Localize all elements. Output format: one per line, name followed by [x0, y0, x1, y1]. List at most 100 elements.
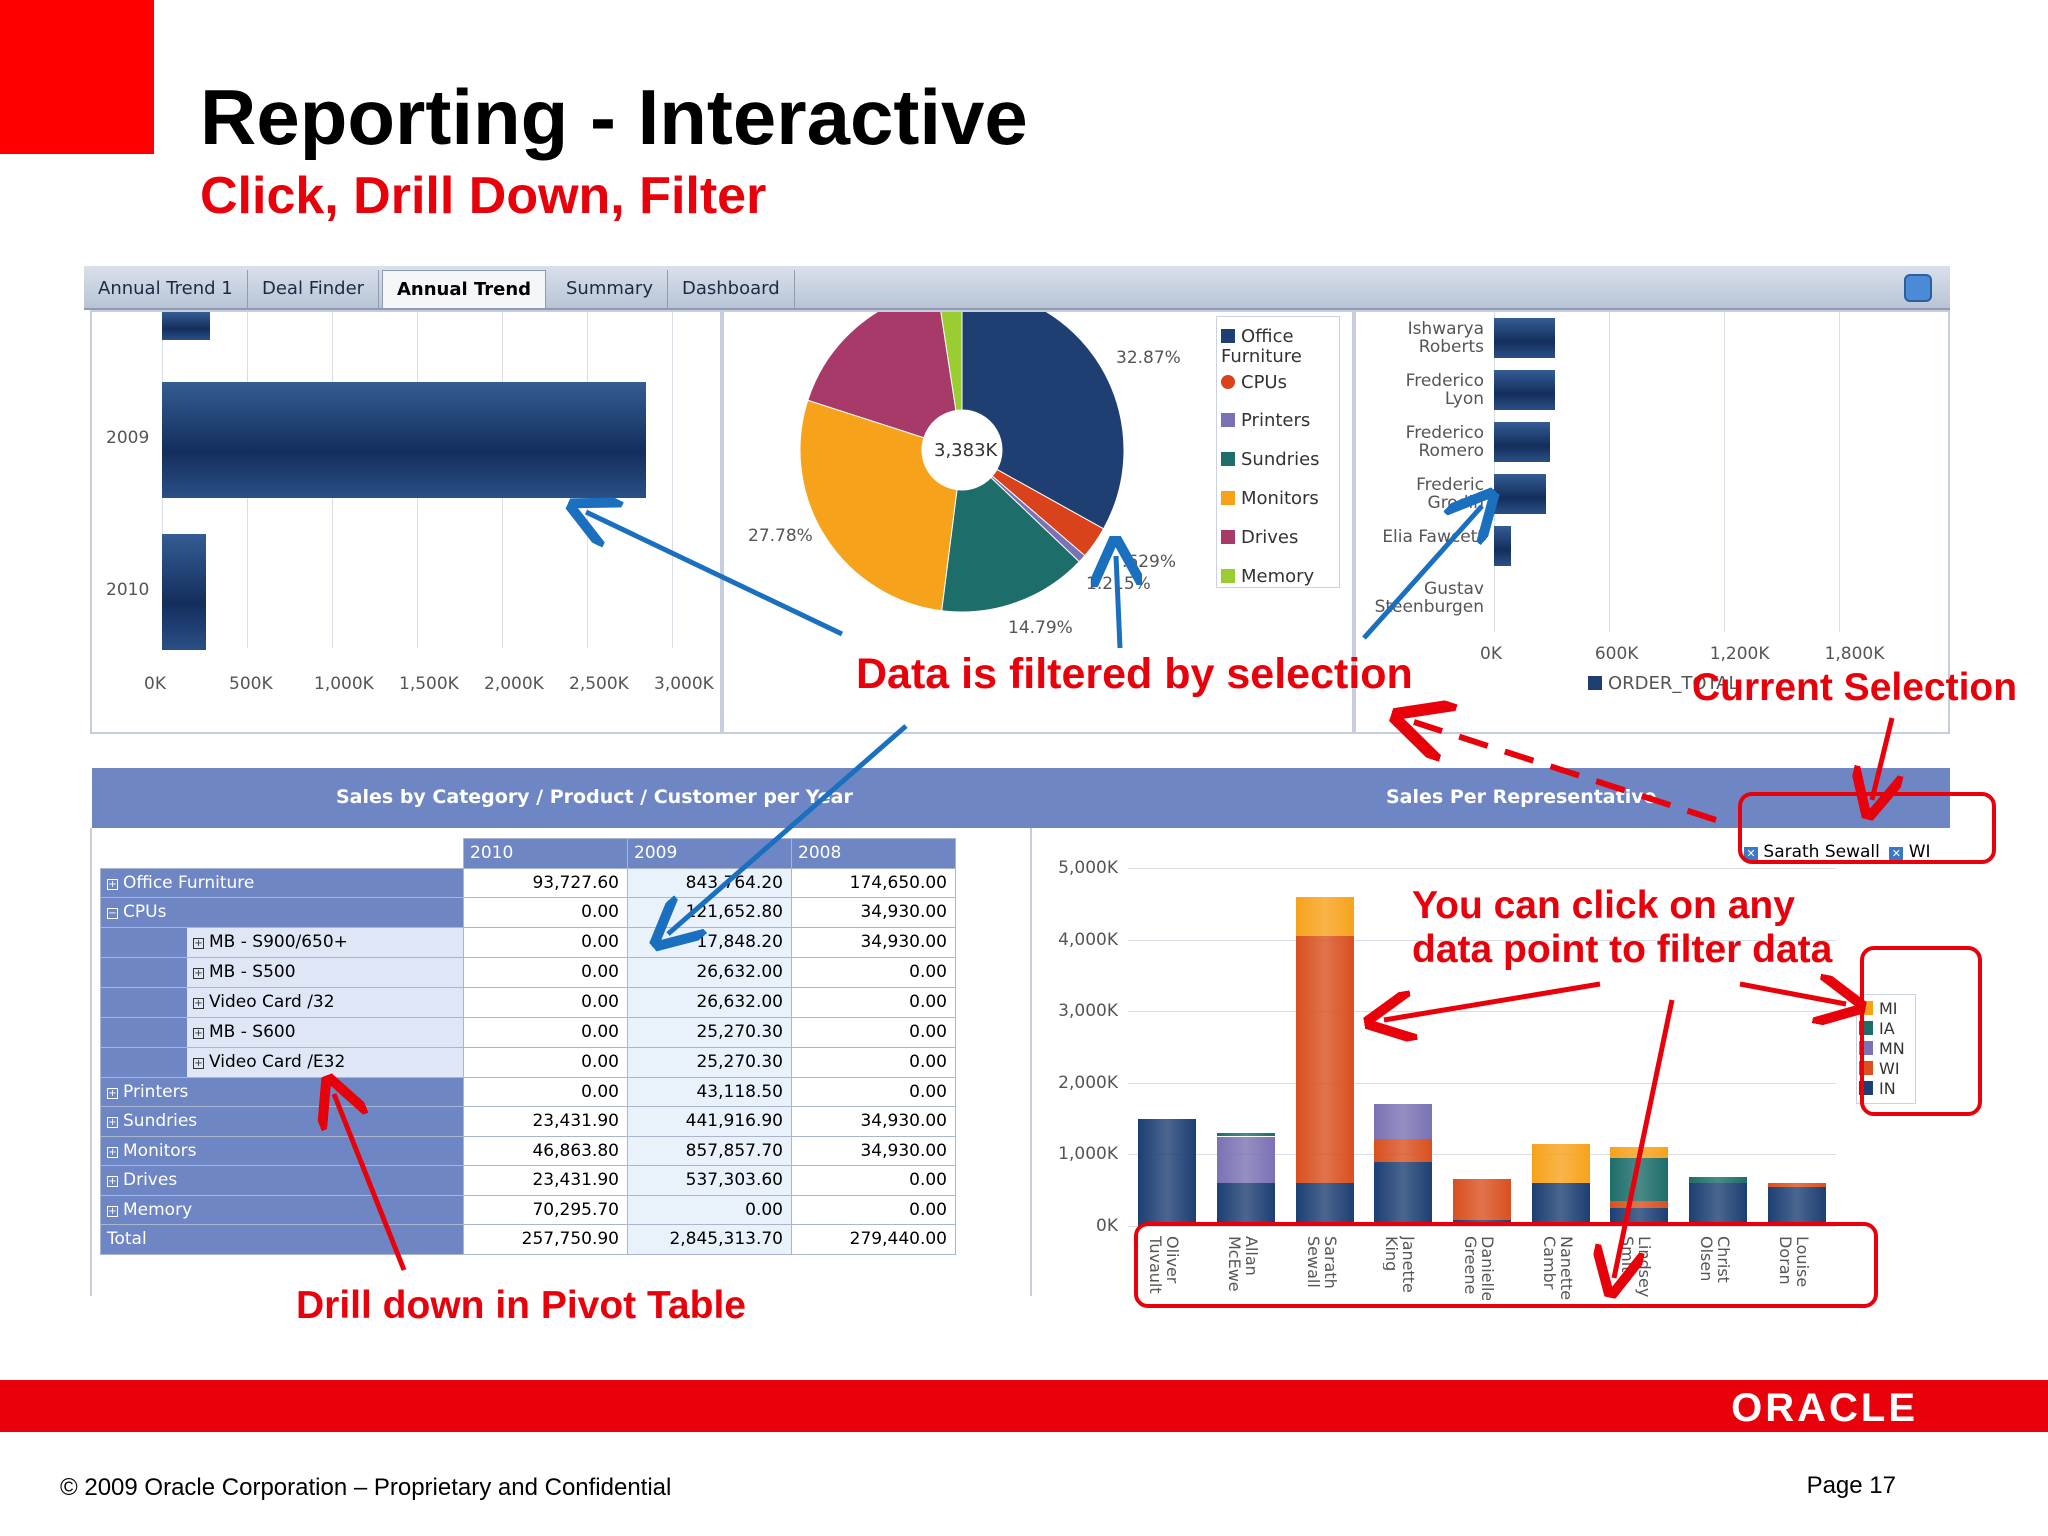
- pivot-row-label[interactable]: + Memory: [100, 1194, 464, 1225]
- pivot-cell[interactable]: 857,857.70: [627, 1135, 792, 1166]
- expand-icon[interactable]: +: [193, 1057, 204, 1069]
- bar-segment-wi[interactable]: [1610, 1200, 1669, 1209]
- pivot-cell[interactable]: 93,727.60: [463, 867, 628, 898]
- expand-icon[interactable]: +: [193, 997, 204, 1009]
- pivot-row[interactable]: + Sundries 23,431.90 441,916.90 34,930.00: [100, 1106, 956, 1137]
- pie-slice-sundries[interactable]: [941, 476, 1080, 613]
- rep-bar[interactable]: [1494, 422, 1550, 462]
- pivot-row-label[interactable]: + Video Card /32: [100, 986, 464, 1018]
- pivot-cell[interactable]: 23,431.90: [463, 1165, 628, 1196]
- pivot-cell[interactable]: 0.00: [791, 1076, 956, 1107]
- bar-segment-in[interactable]: [1767, 1186, 1826, 1226]
- pivot-row-label[interactable]: + Drives: [100, 1165, 464, 1196]
- pivot-row[interactable]: + Video Card /E32 0.00 25,270.30 0.00: [100, 1046, 956, 1078]
- bar-segment-in[interactable]: [1217, 1183, 1275, 1226]
- pivot-cell[interactable]: 0.00: [791, 956, 956, 988]
- bar-segment-wi[interactable]: [1295, 936, 1354, 1184]
- pivot-sub-label[interactable]: + MB - S500: [187, 957, 463, 987]
- bar-segment-mn[interactable]: [1217, 1136, 1275, 1184]
- bar-segment-ia[interactable]: [1217, 1132, 1275, 1137]
- bar-segment-mi[interactable]: [1295, 896, 1354, 936]
- expand-icon[interactable]: +: [107, 1117, 118, 1129]
- pivot-col-header[interactable]: 2008: [791, 838, 956, 869]
- tab-summary[interactable]: Summary: [552, 270, 668, 308]
- expand-icon[interactable]: +: [193, 967, 204, 979]
- pivot-row-label[interactable]: + MB - S900/650+: [100, 926, 464, 958]
- pivot-cell[interactable]: 0.00: [463, 1046, 628, 1078]
- remove-chip-icon[interactable]: ✕: [1889, 847, 1904, 861]
- pivot-cell[interactable]: 0.00: [463, 1076, 628, 1107]
- bar-segment-wi[interactable]: [1453, 1178, 1511, 1221]
- expand-icon[interactable]: +: [107, 878, 118, 890]
- pie-legend-cpus[interactable]: CPUs: [1221, 373, 1287, 393]
- pivot-cell[interactable]: 0.00: [463, 986, 628, 1018]
- pivot-sub-label[interactable]: + MB - S600: [187, 1017, 463, 1047]
- rep-bar[interactable]: [1494, 370, 1556, 410]
- rep-bar[interactable]: [1494, 318, 1556, 358]
- pivot-row[interactable]: + Video Card /32 0.00 26,632.00 0.00: [100, 986, 956, 1018]
- tab-deal-finder[interactable]: Deal Finder: [248, 270, 380, 308]
- pivot-row[interactable]: + MB - S900/650+ 0.00 17,848.20 34,930.00: [100, 926, 956, 958]
- pie-legend-monitors[interactable]: Monitors: [1221, 489, 1319, 509]
- pivot-cell[interactable]: 0.00: [627, 1194, 792, 1225]
- bar-segment-ia[interactable]: [1689, 1177, 1747, 1184]
- pivot-cell[interactable]: 0.00: [791, 1046, 956, 1078]
- pivot-row-label[interactable]: + Printers: [100, 1076, 464, 1107]
- pie-slice-monitors[interactable]: [799, 399, 958, 612]
- bar-segment-in[interactable]: [1531, 1183, 1590, 1226]
- pivot-cell[interactable]: 843,764.20: [627, 867, 792, 898]
- refresh-icon[interactable]: [1904, 274, 1932, 302]
- bar-segment-in[interactable]: [1689, 1183, 1747, 1226]
- pivot-row[interactable]: + Monitors 46,863.80 857,857.70 34,930.00: [100, 1135, 956, 1166]
- pivot-row[interactable]: + Drives 23,431.90 537,303.60 0.00: [100, 1165, 956, 1196]
- pivot-cell[interactable]: 70,295.70: [463, 1194, 628, 1225]
- pie-legend-office-furniture[interactable]: Office Furniture: [1221, 326, 1302, 367]
- pie-slice-office-furniture[interactable]: [961, 312, 1125, 530]
- expand-icon[interactable]: +: [107, 1146, 118, 1158]
- pivot-cell[interactable]: 0.00: [791, 1165, 956, 1196]
- chip-wi[interactable]: WI: [1908, 842, 1931, 862]
- pivot-row-label[interactable]: + Monitors: [100, 1135, 464, 1166]
- pivot-cell[interactable]: 34,930.00: [791, 1106, 956, 1137]
- pivot-row[interactable]: + MB - S500 0.00 26,632.00 0.00: [100, 956, 956, 988]
- tab-annual-trend[interactable]: Annual Trend: [382, 270, 547, 308]
- bar-2009[interactable]: [162, 382, 646, 498]
- pivot-cell[interactable]: 0.00: [463, 1016, 628, 1048]
- pivot-row-label[interactable]: + MB - S500: [100, 956, 464, 988]
- pivot-cell[interactable]: 34,930.00: [791, 1135, 956, 1166]
- pivot-row[interactable]: + Memory 70,295.70 0.00 0.00: [100, 1194, 956, 1225]
- pivot-row-label[interactable]: + Sundries: [100, 1106, 464, 1137]
- tab-dashboard[interactable]: Dashboard: [668, 270, 795, 308]
- pivot-cell[interactable]: 46,863.80: [463, 1135, 628, 1166]
- pie-legend-drives[interactable]: Drives: [1221, 528, 1298, 548]
- pivot-cell[interactable]: 26,632.00: [627, 986, 792, 1018]
- expand-icon[interactable]: +: [107, 1087, 118, 1099]
- pie-slice-drives[interactable]: [807, 312, 957, 439]
- pivot-row[interactable]: + Printers 0.00 43,118.50 0.00: [100, 1076, 956, 1107]
- pivot-cell[interactable]: 43,118.50: [627, 1076, 792, 1107]
- pivot-sub-label[interactable]: + MB - S900/650+: [187, 927, 463, 957]
- bar-partial[interactable]: [162, 312, 210, 340]
- bar-segment-in[interactable]: [1295, 1183, 1354, 1226]
- pivot-cell[interactable]: 25,270.30: [627, 1046, 792, 1078]
- pivot-row-label[interactable]: + Office Furniture: [100, 867, 464, 898]
- pivot-cell[interactable]: 537,303.60: [627, 1165, 792, 1196]
- pivot-col-header[interactable]: 2010: [463, 838, 628, 869]
- expand-icon[interactable]: +: [193, 1027, 204, 1039]
- pivot-cell[interactable]: 26,632.00: [627, 956, 792, 988]
- pivot-cell[interactable]: 174,650.00: [791, 867, 956, 898]
- bar-2010[interactable]: [162, 534, 206, 650]
- pivot-cell[interactable]: 441,916.90: [627, 1106, 792, 1137]
- pivot-cell[interactable]: 23,431.90: [463, 1106, 628, 1137]
- pivot-row-label[interactable]: + MB - S600: [100, 1016, 464, 1048]
- expand-icon[interactable]: +: [193, 937, 204, 949]
- pivot-cell[interactable]: 25,270.30: [627, 1016, 792, 1048]
- pie-slice-memory[interactable]: [938, 312, 963, 412]
- category-pie-chart[interactable]: [724, 312, 1352, 732]
- bar-segment-in[interactable]: [1138, 1118, 1197, 1226]
- pivot-cell[interactable]: 0.00: [463, 956, 628, 988]
- bar-segment-wi[interactable]: [1767, 1183, 1826, 1187]
- bar-segment-wi[interactable]: [1374, 1138, 1433, 1162]
- pivot-sub-label[interactable]: + Video Card /32: [187, 987, 463, 1017]
- pivot-row[interactable]: + Office Furniture 93,727.60 843,764.20 174,…: [100, 867, 956, 898]
